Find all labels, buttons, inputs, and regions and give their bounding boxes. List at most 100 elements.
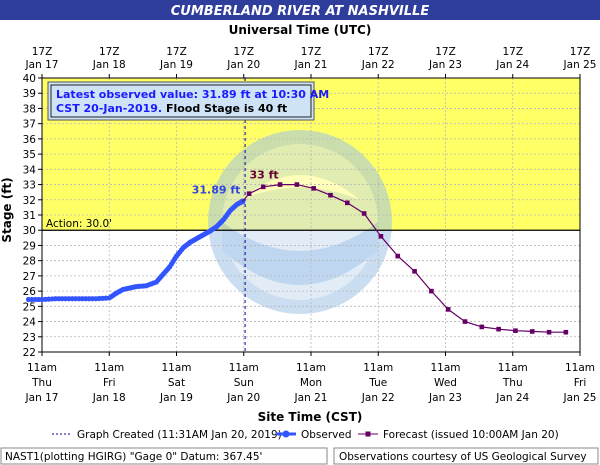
forecast-point <box>429 288 434 294</box>
y-tick-label: 36 <box>23 134 37 146</box>
top-tick-label-time: 17Z <box>233 46 254 58</box>
bottom-axis: 11am Thu Jan 17 11am Fri Jan 18 11am Sat Jan 19 1… <box>25 352 597 404</box>
bottom-tick-label-date: Jan 21 <box>294 392 328 404</box>
bottom-tick-label-time: 11am <box>363 362 393 374</box>
plot-area <box>41 77 581 353</box>
y-tick-label: 24 <box>23 317 37 329</box>
footer: NAST1(plotting HGIRG) "Gage 0" Datum: 36… <box>0 447 599 465</box>
info-line-1: Latest observed value: 31.89 ft at 10:30… <box>56 88 329 101</box>
bottom-tick-label-day: Fri <box>103 377 116 389</box>
forecast-point <box>395 253 401 259</box>
bottom-tick-label-date: Jan 22 <box>361 392 395 404</box>
top-tick-label-time: 17Z <box>99 46 120 58</box>
observed-series <box>25 198 246 303</box>
top-tick-label-time: 17Z <box>502 46 523 58</box>
footer-right-box <box>333 447 599 465</box>
forecast-point <box>378 234 384 239</box>
observed-value-label: 31.89 ft <box>192 183 241 196</box>
y-tick-label: 31 <box>23 210 36 222</box>
y-tick-label: 30 <box>23 225 36 237</box>
legend-observed-marker <box>282 430 290 438</box>
y-tick-label: 40 <box>23 73 36 85</box>
top-tick-label-time: 17Z <box>166 46 187 58</box>
info-line-2-flood: Flood Stage is 40 ft <box>162 102 287 115</box>
footer-datum: NAST1(plotting HGIRG) "Gage 0" Datum: 36… <box>5 451 262 463</box>
info-line-2-date: CST 20-Jan-2019. <box>56 102 162 115</box>
forecast-point <box>479 324 485 330</box>
forecast-point <box>412 269 417 274</box>
info-box: Latest observed value: 31.89 ft at 10:30… <box>47 81 329 121</box>
top-tick-label-date: Jan 18 <box>92 59 126 71</box>
forecast-point <box>260 184 266 190</box>
top-tick-label-date: Jan 19 <box>159 59 193 71</box>
top-tick-label-date: Jan 20 <box>226 59 260 71</box>
y-tick-label: 28 <box>23 256 36 268</box>
top-tick-label-date: Jan 17 <box>25 59 59 71</box>
top-tick-label-date: Jan 22 <box>361 59 395 71</box>
bottom-tick-label-day: Mon <box>300 377 322 389</box>
bottom-tick-label-day: Thu <box>502 377 523 389</box>
bottom-tick-label-day: Sun <box>234 377 254 389</box>
y-tick-label: 32 <box>23 195 36 207</box>
bottom-tick-label-time: 11am <box>229 362 259 374</box>
bottom-tick-label-day: Wed <box>434 377 457 389</box>
top-tick-label-time: 17Z <box>435 46 456 58</box>
bottom-tick-label-day: Thu <box>31 377 52 389</box>
top-tick-label-date: Jan 24 <box>495 59 529 71</box>
forecast-point <box>294 182 300 187</box>
forecast-point <box>277 182 283 187</box>
action-stage-label: Action: 30.0' <box>46 218 112 230</box>
top-tick-label-time: 17Z <box>301 46 322 58</box>
y-tick-label: 26 <box>23 286 37 298</box>
legend-observed-label: Observed <box>301 429 352 441</box>
y-axis: 22 23 24 25 26 27 28 29 30 31 32 33 34 35 36 37 38 39 40 <box>23 73 42 359</box>
bottom-tick-label-time: 11am <box>296 362 326 374</box>
bottom-tick-label-day: Fri <box>574 377 587 389</box>
legend: Graph Created (11:31AM Jan 20, 2019) Obs… <box>52 429 559 441</box>
top-axis-title: Universal Time (UTC) <box>229 23 372 37</box>
legend-forecast-label: Forecast (issued 10:00AM Jan 20) <box>383 429 559 441</box>
y-tick-label: 34 <box>23 164 37 176</box>
bottom-tick-label-date: Jan 20 <box>226 392 260 404</box>
forecast-point <box>361 211 367 216</box>
bottom-tick-label-time: 11am <box>498 362 528 374</box>
bottom-tick-label-date: Jan 24 <box>495 392 529 404</box>
x-axis-title: Site Time (CST) <box>258 410 363 424</box>
chart-title: CUMBERLAND RIVER AT NASHVILLE <box>171 4 430 19</box>
forecast-point <box>513 328 518 333</box>
bottom-tick-label-date: Jan 19 <box>159 392 193 404</box>
forecast-point <box>496 326 501 332</box>
legend-created-label: Graph Created (11:31AM Jan 20, 2019) <box>77 429 282 441</box>
y-tick-label: 22 <box>23 347 36 359</box>
info-line-2: CST 20-Jan-2019. Flood Stage is 40 ft <box>56 102 287 115</box>
noaa-watermark <box>208 130 392 314</box>
top-tick-label-time: 17Z <box>368 46 389 58</box>
y-tick-label: 23 <box>23 332 36 344</box>
forecast-point <box>345 200 350 206</box>
bottom-tick-label-day: Sat <box>168 377 185 389</box>
bottom-tick-label-date: Jan 25 <box>563 392 597 404</box>
forecast-point <box>246 191 252 196</box>
y-tick-label: 39 <box>23 88 36 100</box>
bottom-tick-label-time: 11am <box>94 362 124 374</box>
footer-credit: Observations courtesy of US Geological S… <box>339 451 587 463</box>
bottom-tick-label-time: 11am <box>27 362 57 374</box>
bottom-tick-label-time: 11am <box>565 362 595 374</box>
y-axis-title: Stage (ft) <box>0 177 14 242</box>
top-tick-label-date: Jan 21 <box>294 59 328 71</box>
forecast-point <box>311 186 316 191</box>
top-tick-label-time: 17Z <box>570 46 591 58</box>
forecast-series <box>241 182 569 335</box>
forecast-point <box>529 329 535 334</box>
bottom-tick-label-time: 11am <box>161 362 191 374</box>
forecast-point <box>462 319 468 324</box>
top-tick-label-date: Jan 25 <box>563 59 597 71</box>
forecast-point <box>563 329 569 335</box>
bottom-tick-label-time: 11am <box>430 362 460 374</box>
y-tick-label: 29 <box>23 240 36 252</box>
bottom-tick-label-date: Jan 18 <box>92 392 126 404</box>
bottom-tick-label-day: Tue <box>368 377 387 389</box>
y-tick-label: 37 <box>23 119 36 131</box>
